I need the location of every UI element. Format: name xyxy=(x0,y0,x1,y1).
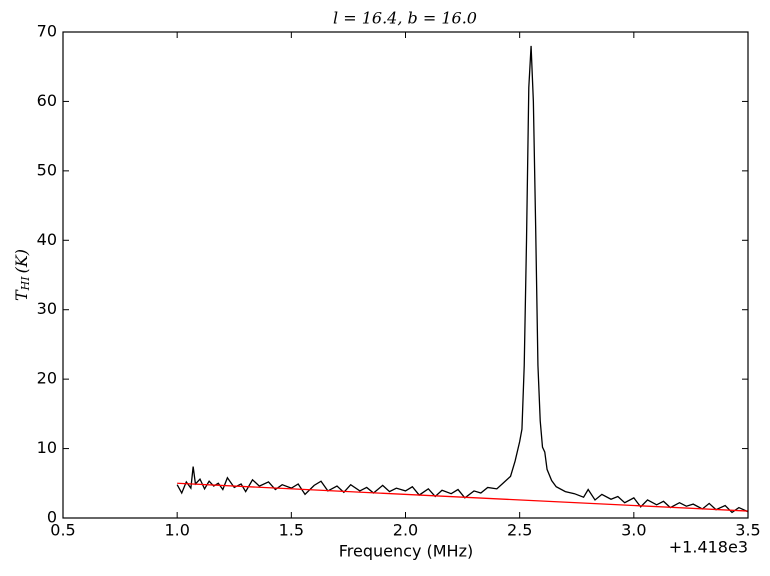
y-tick-label: 20 xyxy=(37,369,57,388)
y-label-unit: (K) xyxy=(12,249,31,273)
y-axis-label: THI (K) xyxy=(12,249,33,301)
y-tick-label: 50 xyxy=(37,160,57,179)
y-label-main: T xyxy=(12,289,31,301)
y-tick-label: 60 xyxy=(37,91,57,110)
x-tick-label: 1.5 xyxy=(279,521,304,540)
plot-frame xyxy=(62,31,749,519)
x-tick-label: 3.0 xyxy=(621,521,646,540)
x-tick-label: 2.5 xyxy=(507,521,532,540)
x-axis-label: Frequency (MHz) xyxy=(339,542,473,561)
y-label-sub: HI xyxy=(19,276,32,292)
y-tick-label: 0 xyxy=(47,508,57,527)
y-tick-label: 10 xyxy=(37,438,57,457)
data-line xyxy=(176,45,749,514)
x-tick-label: 3.5 xyxy=(735,521,760,540)
x-tick-label: 0.5 xyxy=(50,521,75,540)
data-line xyxy=(177,482,749,512)
y-tick-label: 40 xyxy=(37,230,57,249)
y-tick-label: 70 xyxy=(37,22,57,41)
x-tick-label: 2.0 xyxy=(393,521,418,540)
x-tick-label: 1.0 xyxy=(164,521,189,540)
y-tick-label: 30 xyxy=(37,299,57,318)
chart-title: l = 16.4, b = 16.0 xyxy=(333,9,477,28)
x-offset-label: +1.418e3 xyxy=(669,538,748,557)
